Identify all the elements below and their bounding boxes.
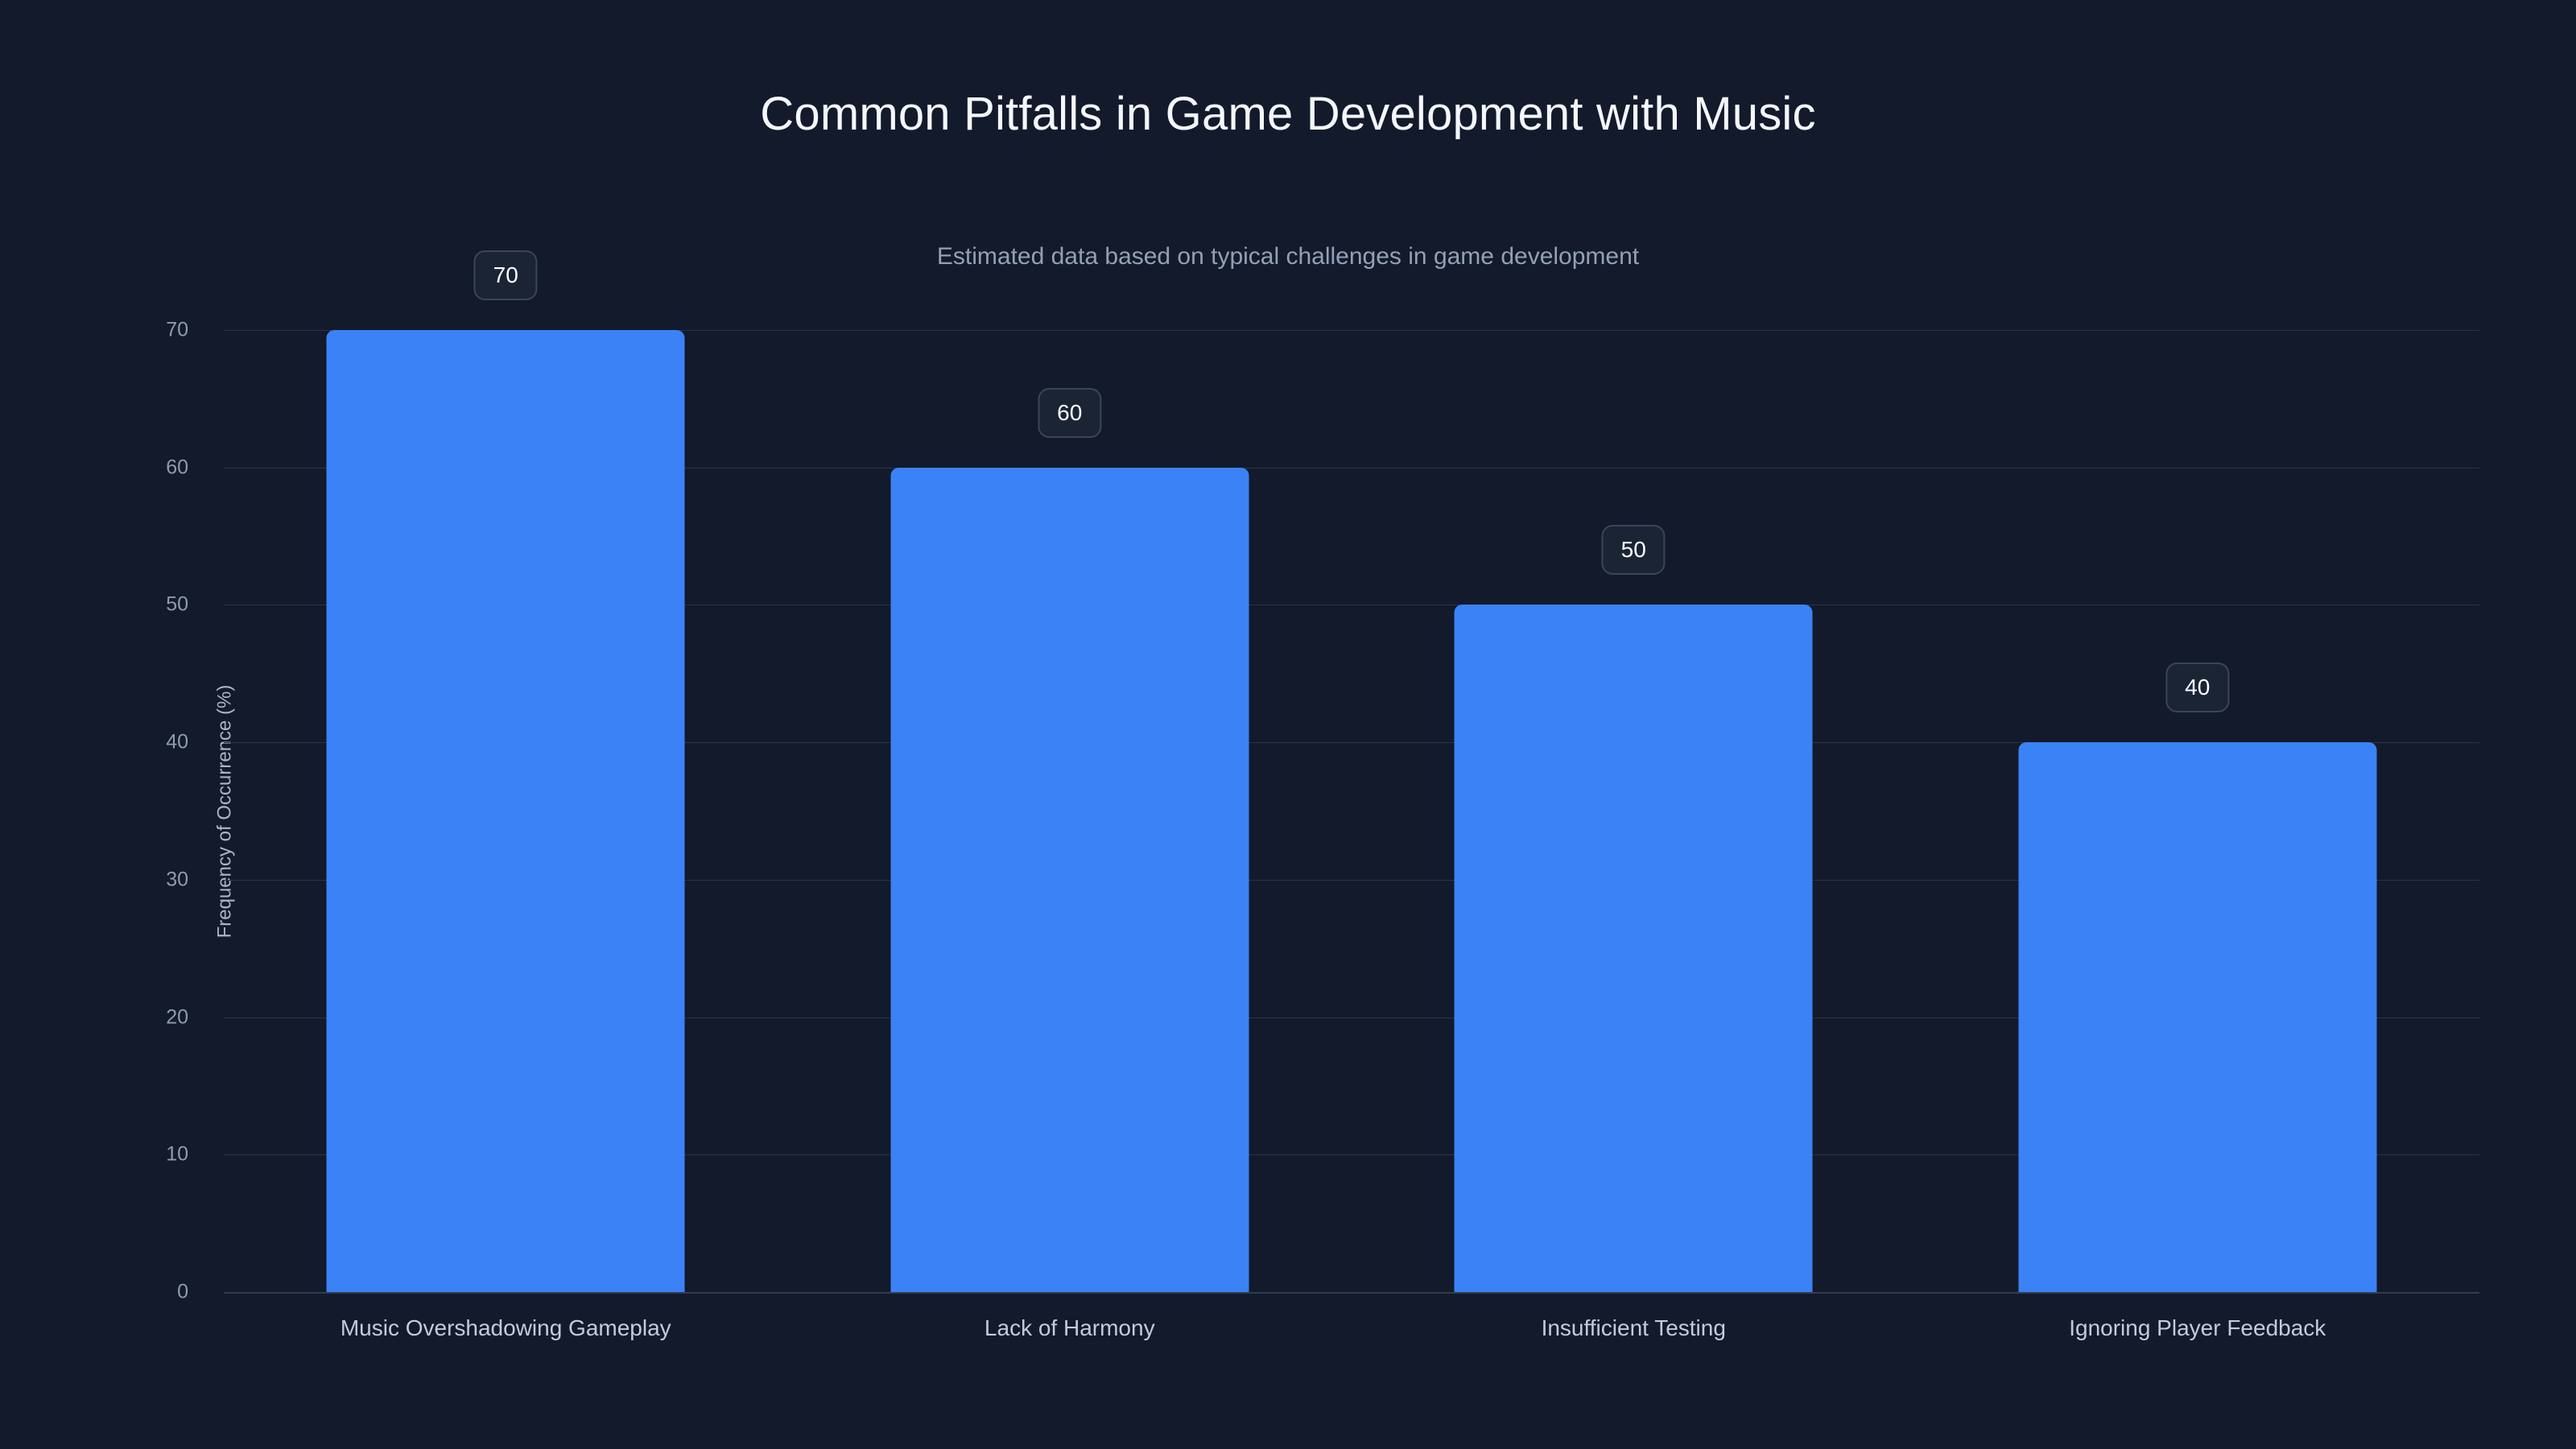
bar-value-badge: 50 <box>1601 525 1666 576</box>
bars-layer: 70 60 50 40 <box>224 250 2480 1292</box>
gridline <box>224 742 2479 744</box>
y-axis-tick-label: 50 <box>166 592 188 616</box>
bar-slot <box>1352 330 1916 1292</box>
x-axis-category-labels: Music Overshadowing Gameplay Lack of Harm… <box>224 1315 2479 1356</box>
x-axis-category-label: Insufficient Testing <box>1541 1315 1726 1340</box>
x-axis-category-label: Music Overshadowing Gameplay <box>340 1315 671 1340</box>
bar[interactable] <box>2018 742 2377 1292</box>
gridline <box>224 1292 2479 1294</box>
gridline <box>224 467 2479 469</box>
y-axis-tick-label: 0 <box>177 1280 188 1303</box>
bar-value-badge: 70 <box>473 250 538 300</box>
y-axis-tick-label: 30 <box>166 868 188 891</box>
bar-slot <box>224 330 788 1292</box>
x-axis-category-label: Ignoring Player Feedback <box>2069 1315 2326 1340</box>
y-axis-tick-label: 20 <box>166 1005 188 1029</box>
y-axis-tick-label: 10 <box>166 1142 188 1166</box>
bar-value-badge: 60 <box>1038 387 1102 438</box>
bar[interactable] <box>1454 605 1813 1292</box>
bar[interactable] <box>890 467 1249 1292</box>
y-axis-tick-label: 60 <box>166 456 188 479</box>
bar-slot <box>1916 330 2480 1292</box>
bar-value-badge: 40 <box>2165 663 2230 713</box>
y-axis-tick-label: 70 <box>166 318 188 341</box>
bar-slot <box>788 330 1352 1292</box>
gridline <box>224 879 2479 881</box>
y-axis-tick-label: 40 <box>166 730 188 753</box>
gridline <box>224 1154 2479 1156</box>
chart-title: Common Pitfalls in Game Development with… <box>760 88 1816 140</box>
gridline <box>224 330 2479 331</box>
chart-subtitle: Estimated data based on typical challeng… <box>936 243 1640 270</box>
bar[interactable] <box>326 330 685 1292</box>
x-axis-category-label: Lack of Harmony <box>984 1315 1155 1340</box>
plot-area <box>224 330 2479 1294</box>
y-axis-tick-labels: 0 10 20 30 40 50 60 70 <box>0 319 206 1303</box>
